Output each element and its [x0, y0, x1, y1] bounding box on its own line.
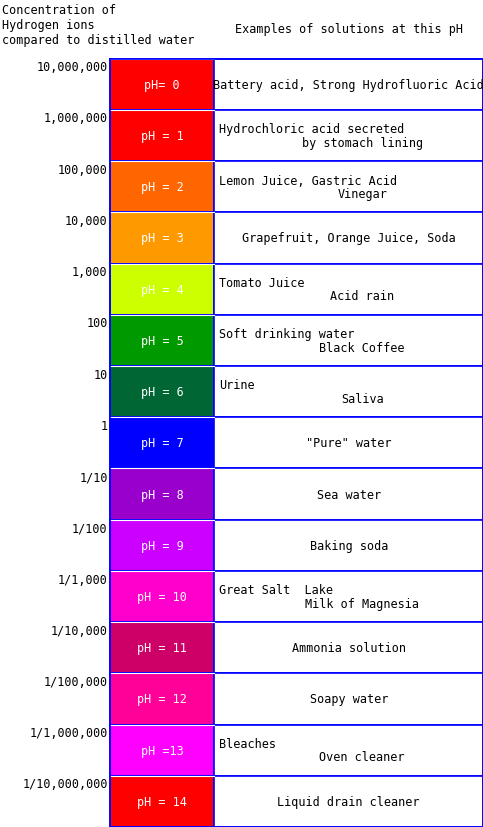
Text: Soft drinking water: Soft drinking water	[219, 327, 355, 341]
Text: 1,000: 1,000	[72, 265, 108, 279]
Bar	[110, 111, 214, 162]
Text: Oven cleaner: Oven cleaner	[319, 750, 405, 763]
Text: 100: 100	[86, 317, 108, 330]
Bar	[110, 366, 214, 418]
Text: Ammonia solution: Ammonia solution	[292, 642, 406, 654]
Bar	[214, 60, 483, 111]
Text: 10,000: 10,000	[65, 215, 108, 227]
Text: 1/100,000: 1/100,000	[43, 675, 108, 688]
Bar	[110, 623, 214, 673]
Text: Milk of Magnesia: Milk of Magnesia	[305, 597, 419, 609]
Bar	[110, 111, 214, 162]
Bar	[110, 724, 214, 776]
Bar	[214, 673, 483, 724]
Text: 1/10: 1/10	[79, 471, 108, 484]
Text: Liquid drain cleaner: Liquid drain cleaner	[277, 795, 420, 808]
Text: pH = 1: pH = 1	[141, 130, 184, 143]
Text: 1/1,000: 1/1,000	[58, 573, 108, 586]
Text: pH = 4: pH = 4	[141, 284, 184, 296]
Bar	[110, 520, 214, 571]
Bar	[110, 264, 214, 315]
Text: pH = 3: pH = 3	[141, 232, 184, 245]
Bar	[110, 315, 214, 366]
Bar	[110, 469, 214, 520]
Bar	[214, 571, 483, 623]
Text: pH = 8: pH = 8	[141, 488, 184, 501]
Bar	[214, 724, 483, 776]
Text: Acid rain: Acid rain	[330, 290, 394, 303]
Text: Bleaches: Bleaches	[219, 737, 276, 750]
Bar	[110, 162, 214, 213]
Text: Baking soda: Baking soda	[310, 539, 388, 552]
Bar	[110, 213, 214, 264]
Bar	[110, 571, 214, 623]
Bar	[110, 520, 214, 571]
Bar	[214, 469, 483, 520]
Text: Concentration of
Hydrogen ions
compared to distilled water: Concentration of Hydrogen ions compared …	[2, 4, 195, 47]
Bar	[110, 673, 214, 724]
Text: Soapy water: Soapy water	[310, 692, 388, 705]
Bar	[110, 776, 214, 827]
Bar	[110, 469, 214, 520]
Text: 100,000: 100,000	[58, 164, 108, 176]
Bar	[214, 315, 483, 366]
Text: Black Coffee: Black Coffee	[319, 341, 405, 354]
Text: Tomato Juice: Tomato Juice	[219, 277, 305, 289]
Bar	[110, 724, 214, 776]
Bar	[214, 776, 483, 827]
Text: by stomach lining: by stomach lining	[301, 136, 423, 150]
Text: pH = 7: pH = 7	[141, 437, 184, 450]
Text: pH = 12: pH = 12	[137, 692, 187, 705]
Bar	[214, 162, 483, 213]
Text: pH =13: pH =13	[141, 743, 184, 757]
Bar	[110, 60, 214, 111]
Text: pH = 5: pH = 5	[141, 334, 184, 347]
Text: Hydrochloric acid secreted: Hydrochloric acid secreted	[219, 123, 405, 136]
Text: pH= 0: pH= 0	[144, 79, 180, 92]
Bar	[110, 673, 214, 724]
Bar	[110, 776, 214, 827]
Text: pH = 11: pH = 11	[137, 642, 187, 654]
Text: pH = 14: pH = 14	[137, 795, 187, 808]
Bar	[110, 264, 214, 315]
Text: pH = 10: pH = 10	[137, 590, 187, 603]
Text: 10,000,000: 10,000,000	[36, 61, 108, 74]
Text: 1: 1	[100, 419, 108, 433]
Text: Urine: Urine	[219, 379, 255, 392]
Text: 1/10,000,000: 1/10,000,000	[22, 777, 108, 791]
Text: 1,000,000: 1,000,000	[43, 112, 108, 126]
Bar	[110, 623, 214, 673]
Bar	[214, 418, 483, 469]
Text: Grapefruit, Orange Juice, Soda: Grapefruit, Orange Juice, Soda	[242, 232, 455, 245]
Bar	[214, 111, 483, 162]
Bar	[214, 264, 483, 315]
Bar	[214, 623, 483, 673]
Bar	[214, 213, 483, 264]
Bar	[110, 213, 214, 264]
Text: Sea water: Sea water	[317, 488, 381, 501]
Text: Examples of solutions at this pH: Examples of solutions at this pH	[235, 23, 463, 36]
Text: Saliva: Saliva	[341, 392, 384, 405]
Bar	[214, 520, 483, 571]
Text: pH = 6: pH = 6	[141, 385, 184, 399]
Bar	[110, 315, 214, 366]
Bar	[110, 162, 214, 213]
Bar	[214, 366, 483, 418]
Bar	[110, 366, 214, 418]
Bar	[110, 571, 214, 623]
Text: 10: 10	[93, 368, 108, 381]
Text: Lemon Juice, Gastric Acid: Lemon Juice, Gastric Acid	[219, 174, 398, 187]
Text: pH = 9: pH = 9	[141, 539, 184, 552]
Bar	[110, 418, 214, 469]
Text: 1/100: 1/100	[72, 522, 108, 535]
Text: 1/1,000,000: 1/1,000,000	[29, 726, 108, 739]
Text: "Pure" water: "Pure" water	[306, 437, 392, 450]
Text: Battery acid, Strong Hydrofluoric Acid: Battery acid, Strong Hydrofluoric Acid	[213, 79, 483, 92]
Bar	[110, 60, 214, 111]
Text: Great Salt  Lake: Great Salt Lake	[219, 584, 333, 596]
Text: 1/10,000: 1/10,000	[51, 624, 108, 637]
Text: pH = 2: pH = 2	[141, 181, 184, 194]
Bar	[110, 418, 214, 469]
Text: Vinegar: Vinegar	[337, 188, 387, 201]
